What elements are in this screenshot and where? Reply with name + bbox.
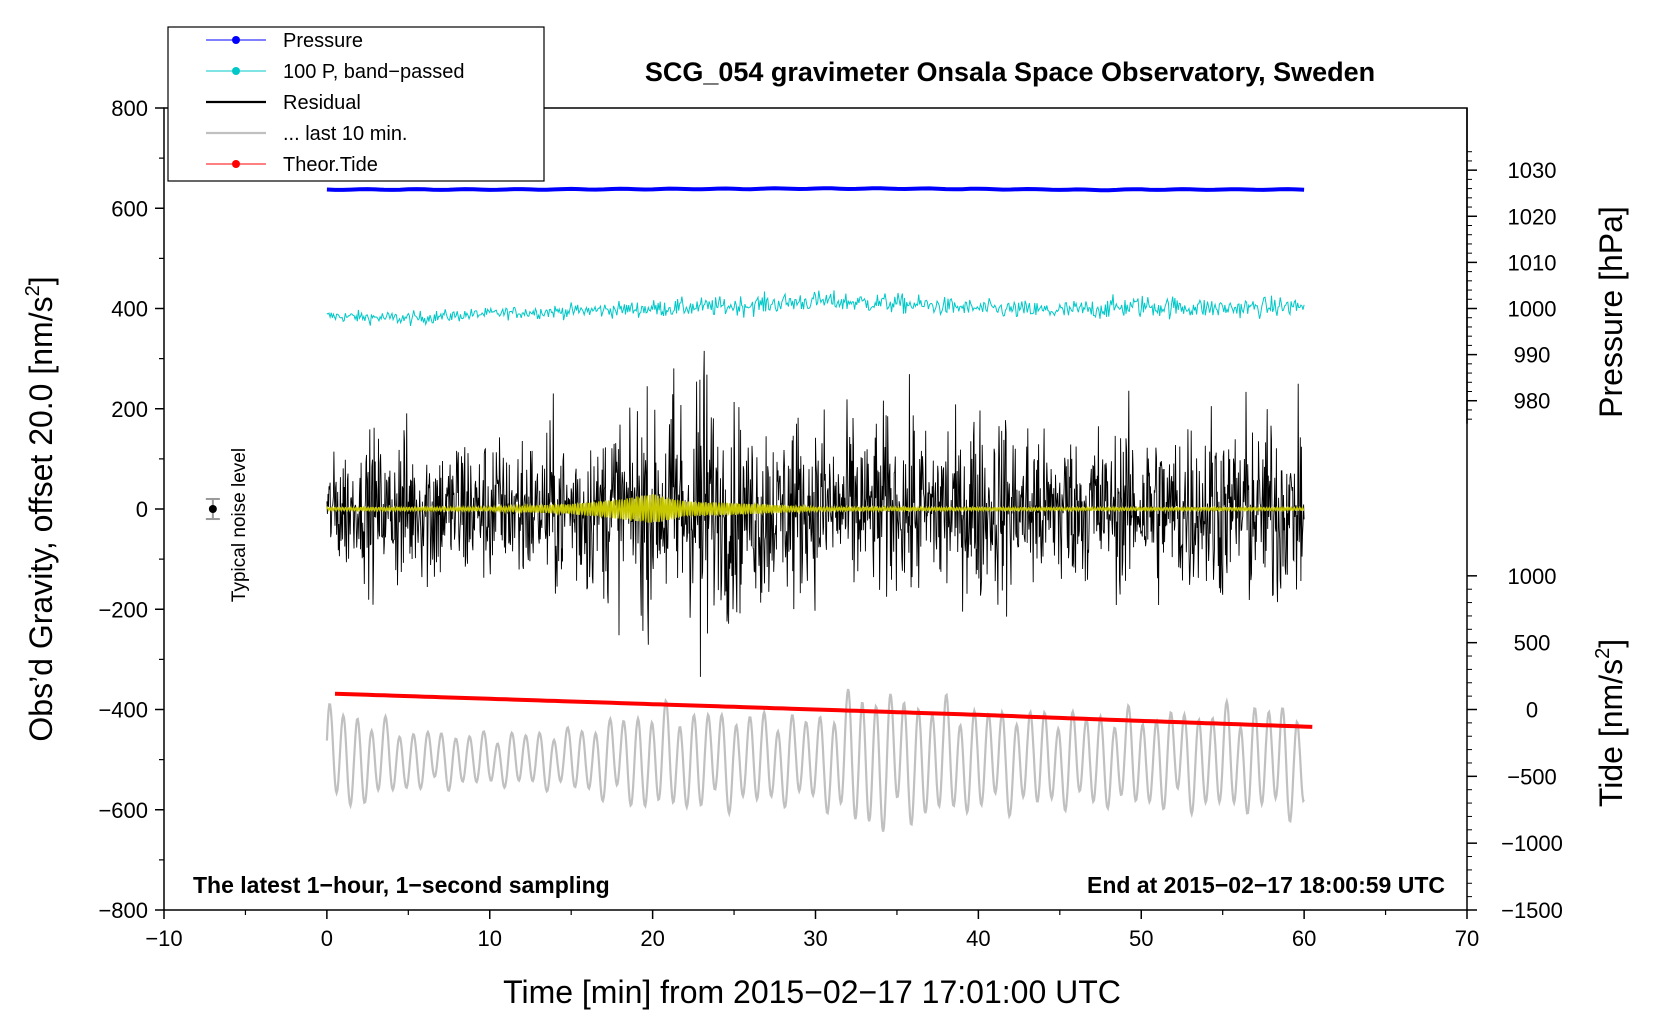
tide-tick-label: −500 — [1507, 764, 1557, 789]
y-tick-label: 400 — [111, 297, 148, 322]
y-tick-label: 200 — [111, 397, 148, 422]
series-residual — [326, 350, 1305, 677]
band-passed-pressure-line — [326, 290, 1305, 327]
x-tick-label: 30 — [803, 926, 827, 951]
x-tick-label: 50 — [1129, 926, 1153, 951]
residual-line — [326, 350, 1305, 677]
pressure-tick-label: 1030 — [1508, 158, 1557, 183]
y-axis-left-label-sup: 2 — [22, 285, 44, 296]
legend-label: 100 P, band−passed — [283, 61, 464, 83]
y-tick-label: 800 — [111, 96, 148, 121]
legend-marker — [232, 67, 240, 75]
noise-point — [208, 505, 217, 513]
pressure-tick-label: 1000 — [1508, 297, 1557, 322]
series-last-10-min — [325, 688, 1305, 832]
noise-level-marker: Typical noise level — [205, 448, 250, 602]
pressure-tick-label: 1020 — [1508, 204, 1557, 229]
y-tick-label: −800 — [98, 898, 148, 923]
y-axis-left-label-text: Obs’d Gravity, offset 20.0 [nm/s — [23, 296, 59, 741]
footer-right: End at 2015−02−17 18:00:59 UTC — [1087, 872, 1445, 898]
legend-label: Theor.Tide — [283, 154, 378, 176]
theor-tide-line — [334, 691, 1313, 729]
series-theor-tide — [334, 691, 1313, 729]
x-tick-label: 60 — [1292, 926, 1316, 951]
tide-tick-label: 500 — [1514, 631, 1551, 656]
x-tick-label: −10 — [145, 926, 182, 951]
x-tick-label: 70 — [1455, 926, 1479, 951]
x-tick-label: 10 — [478, 926, 502, 951]
x-tick-label: 40 — [966, 926, 990, 951]
y-tick-label: −400 — [98, 698, 148, 723]
y-axis-left-label-close: ] — [23, 276, 59, 285]
y-axis-tide: 1000 500 0 −500 −1000 −1500 — [1467, 564, 1563, 923]
pressure-line — [326, 186, 1305, 193]
y-axis-left-label: Obs’d Gravity, offset 20.0 [nm/s2] — [22, 276, 59, 741]
tide-tick-label: 0 — [1526, 698, 1538, 723]
tide-tick-label: −1000 — [1501, 831, 1563, 856]
legend-marker — [232, 160, 240, 168]
y-axis-pressure-label: Pressure [hPa] — [1593, 206, 1629, 418]
noise-label: Typical noise level — [229, 448, 250, 602]
footer-left: The latest 1−hour, 1−second sampling — [193, 872, 610, 898]
pressure-tick-label: 980 — [1514, 389, 1551, 414]
legend-label: ... last 10 min. — [283, 123, 408, 145]
last-10-min-line — [325, 688, 1305, 832]
legend-label: Residual — [283, 92, 361, 114]
y-tick-label: −600 — [98, 798, 148, 823]
legend: Pressure 100 P, band−passed Residual ... la… — [167, 26, 545, 182]
x-tick-label: 0 — [321, 926, 333, 951]
pressure-tick-label: 990 — [1514, 343, 1551, 368]
y-axis-tide-label: Tide [nm/s2] — [1592, 639, 1629, 807]
series-band-passed-residual — [326, 494, 1305, 523]
chart-title: SCG_054 gravimeter Onsala Space Observat… — [645, 57, 1375, 87]
series-pressure — [326, 186, 1305, 193]
series-100p-band-passed — [326, 290, 1305, 327]
y-tick-label: 600 — [111, 196, 148, 221]
x-tick-label: 20 — [640, 926, 664, 951]
y-axis-pressure: 1030 1020 1010 1000 990 980 — [1466, 108, 1557, 424]
x-axis-label: Time [min] from 2015−02−17 17:01:00 UTC — [503, 974, 1121, 1010]
y-axis-tide-label-close: ] — [1593, 639, 1629, 648]
pressure-tick-label: 1010 — [1508, 250, 1557, 275]
tide-tick-label: −1500 — [1501, 898, 1563, 923]
y-axis-tide-label-sup: 2 — [1592, 648, 1614, 659]
tide-tick-label: 1000 — [1508, 564, 1557, 589]
legend-marker — [232, 36, 240, 44]
band-passed-residual-line — [326, 494, 1305, 523]
y-axis-tide-label-text: Tide [nm/s — [1593, 659, 1629, 807]
legend-label: Pressure — [283, 30, 363, 52]
y-axis-left: 800 600 400 200 0 −200 −400 −600 −800 — [98, 96, 164, 923]
y-tick-label: 0 — [136, 497, 148, 522]
x-axis: −10 0 10 20 30 40 50 60 70 — [145, 910, 1479, 951]
legend-box — [167, 26, 545, 182]
y-tick-label: −200 — [98, 597, 148, 622]
